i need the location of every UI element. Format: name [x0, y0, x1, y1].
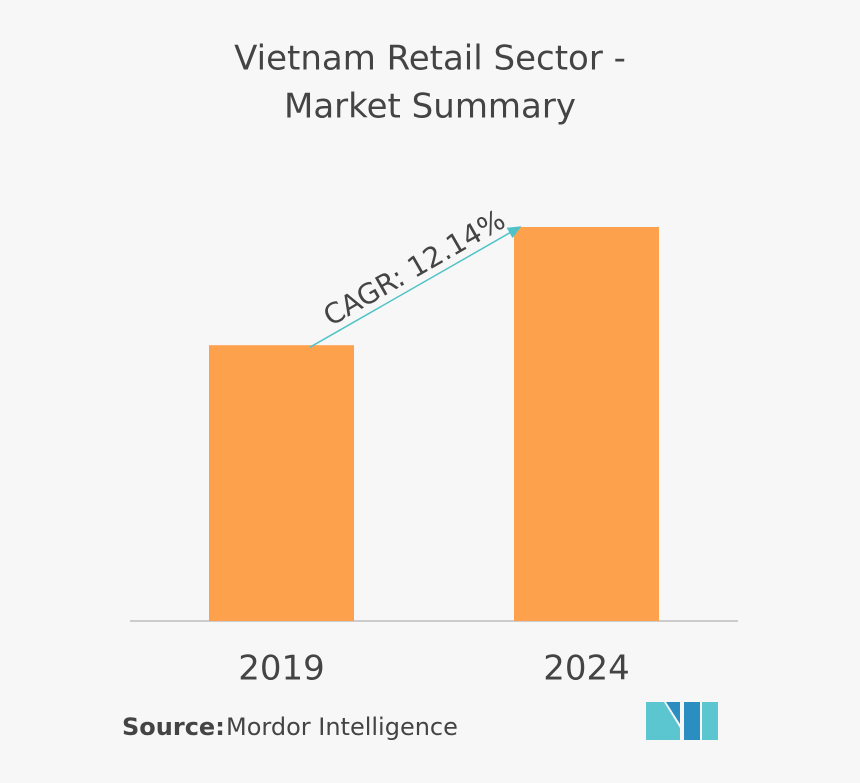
chart-title: Market Summary — [284, 87, 576, 127]
x-tick-label: 2024 — [543, 649, 630, 689]
x-tick-label: 2019 — [238, 649, 325, 689]
bar — [209, 345, 354, 621]
chart-title: Vietnam Retail Sector - — [234, 39, 626, 79]
source-label: Source: — [122, 713, 225, 741]
logo — [646, 702, 718, 740]
source: Mordor Intelligence — [226, 713, 458, 741]
bar — [514, 227, 659, 621]
cagr-arrow — [309, 226, 522, 348]
